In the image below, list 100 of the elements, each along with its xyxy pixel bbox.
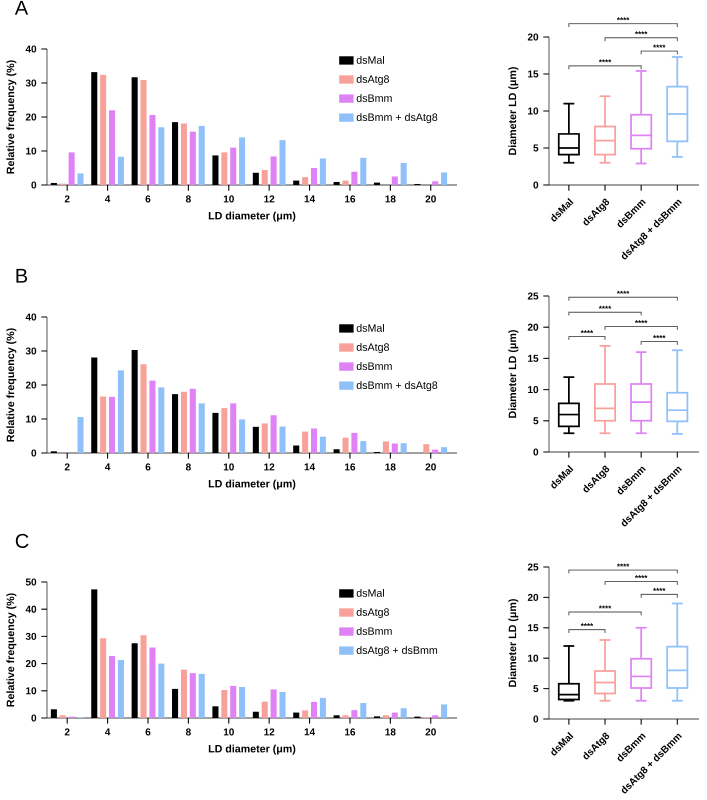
x-tick-label: 12 (264, 463, 274, 470)
x-tick-label: 20 (426, 463, 436, 470)
bar (262, 170, 268, 185)
x-axis-title: LD diameter (μm) (208, 480, 296, 490)
y-tick-label: 5 (533, 685, 538, 692)
y-tick-label: 10 (26, 147, 36, 155)
y-tick-label: 20 (26, 113, 36, 121)
x-tick-label: 20 (426, 728, 436, 736)
y-tick-label: 15 (528, 354, 538, 362)
bar (360, 158, 366, 185)
bar (392, 176, 398, 185)
bar (60, 715, 66, 718)
legend-label: dsMal (356, 588, 384, 597)
bar (302, 710, 308, 718)
bar (77, 173, 84, 185)
bar (432, 181, 438, 185)
bar (158, 664, 164, 718)
bar (140, 364, 147, 453)
bar (140, 80, 147, 185)
x-tick-label: 12 (264, 728, 274, 736)
y-tick-label: 30 (26, 632, 36, 640)
y-tick-label: 25 (528, 292, 538, 300)
bar (221, 408, 228, 453)
bar (190, 673, 196, 718)
annotation: **** (653, 588, 666, 591)
bar (423, 444, 430, 453)
legend-label: dsBmm + dsAtg8 (356, 113, 438, 124)
annotation: **** (653, 44, 666, 48)
x-tick-label: 18 (385, 463, 396, 470)
bar (239, 137, 246, 185)
bar (351, 432, 358, 453)
bar (351, 710, 358, 718)
bar (270, 415, 277, 453)
bar (109, 656, 116, 718)
x-tick-label: 18 (385, 195, 396, 202)
bar (279, 692, 286, 718)
y-tick-label: 0 (533, 181, 538, 189)
bar (392, 443, 398, 453)
bar (221, 690, 228, 718)
y-tick-label: 50 (26, 578, 36, 586)
bar (382, 441, 389, 453)
x-tick-label: 6 (146, 195, 150, 202)
bar (239, 686, 246, 718)
x-tick-label: 4 (104, 728, 110, 736)
legend-label: dsBmm + dsAtg8 (356, 381, 438, 392)
y-axis-title: Relative frequency (%) (6, 328, 16, 442)
bar (342, 180, 349, 185)
legend-label: dsAtg8 (356, 343, 389, 353)
bar (68, 152, 75, 185)
y-tick-label: 0 (31, 449, 36, 457)
y-tick-label: 40 (26, 313, 36, 321)
bar (140, 635, 147, 718)
bar (262, 702, 268, 718)
bar (360, 703, 366, 718)
text: **** (616, 290, 630, 294)
bar (239, 419, 246, 453)
bar (342, 438, 349, 453)
bar (230, 403, 236, 453)
bar (441, 172, 448, 185)
y-axis-title: Relative frequency (%) (6, 60, 16, 174)
bar (100, 396, 106, 453)
bar (158, 387, 164, 453)
x-tick-label: 16 (345, 463, 356, 470)
x-tick-label: 10 (224, 463, 234, 470)
y-tick-label: 30 (26, 79, 36, 87)
x-axis-title: LD diameter (μm) (208, 212, 296, 222)
annotation: **** (634, 320, 648, 324)
chart-title: A (14, 0, 28, 15)
annotation: **** (598, 606, 612, 609)
x-tick-label: 16 (345, 195, 356, 202)
annotation: **** (653, 335, 666, 338)
bar (270, 156, 277, 185)
y-tick-label: 0 (533, 715, 538, 723)
y-tick-label: 10 (26, 415, 36, 423)
bar (302, 177, 308, 185)
x-tick-label: 12 (264, 195, 274, 202)
y-tick-label: 20 (528, 594, 538, 601)
bar (279, 426, 286, 453)
y-tick-label: 25 (528, 563, 538, 571)
bar (279, 140, 286, 185)
bar (190, 132, 196, 185)
annotation: **** (598, 59, 612, 62)
bar (109, 396, 116, 453)
bar (310, 168, 318, 185)
x-tick-label: 14 (304, 463, 316, 470)
y-tick-label: 5 (533, 144, 538, 152)
annotation: **** (580, 330, 594, 334)
legend-label: dsMal (356, 324, 384, 332)
y-axis-title: Relative frequency (%) (6, 593, 16, 706)
chart-title: B (16, 268, 28, 283)
annotation: **** (580, 623, 594, 626)
bar (118, 156, 124, 185)
bar (149, 380, 156, 453)
bar (432, 715, 438, 718)
bar (270, 689, 277, 718)
bar (77, 416, 84, 453)
bar (118, 660, 124, 718)
y-tick-label: 5 (533, 417, 538, 424)
bar (180, 123, 187, 185)
y-tick-label: 20 (528, 324, 538, 331)
